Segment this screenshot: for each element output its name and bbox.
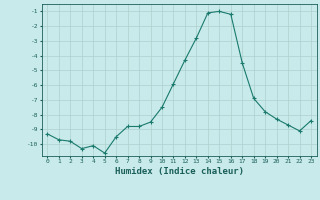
X-axis label: Humidex (Indice chaleur): Humidex (Indice chaleur) bbox=[115, 167, 244, 176]
